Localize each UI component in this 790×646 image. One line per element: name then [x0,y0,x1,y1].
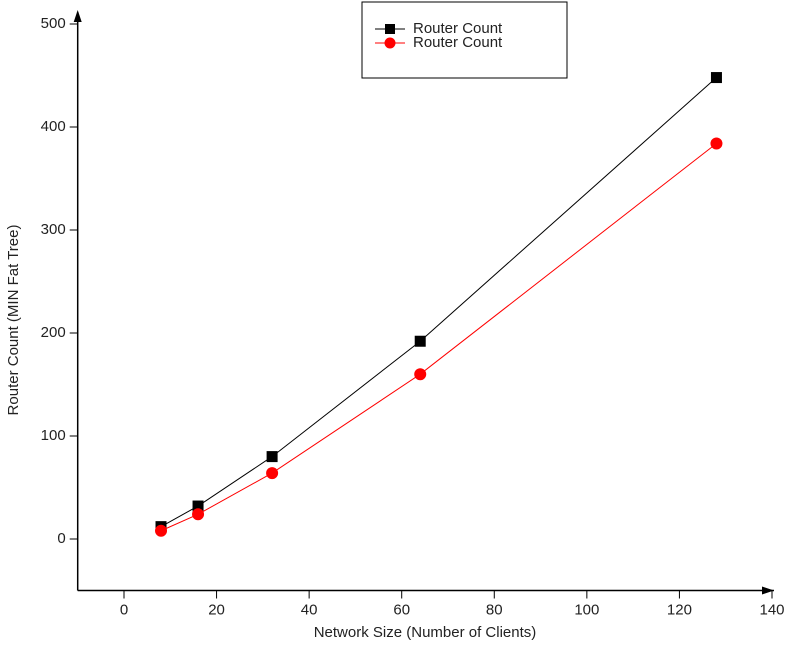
x-tick-label: 120 [667,601,692,618]
y-tick-label: 500 [41,15,66,32]
y-tick-label: 200 [41,324,66,341]
y-axis-label: Router Count (MIN Fat Tree) [5,225,22,416]
point [414,368,427,381]
y-tick-label: 400 [41,118,66,135]
point [710,137,723,150]
y-tick-label: 0 [57,530,65,547]
x-tick-label: 100 [574,601,599,618]
y-tick-label: 100 [41,427,66,444]
x-tick-label: 140 [759,601,784,618]
point [414,335,426,347]
y-axis-arrow [73,10,82,22]
legend-label: Router Count [413,20,503,37]
point [710,72,722,84]
legend-marker [385,24,395,34]
x-tick-label: 40 [301,601,318,618]
legend-label: Router Count [413,34,503,51]
legend-box [361,1,568,79]
point [192,500,204,512]
x-axis-label: Network Size (Number of Clients) [314,624,537,641]
series-line [160,143,717,532]
legend-marker [384,37,396,49]
x-tick-label: 0 [120,601,128,618]
point [192,508,205,521]
x-tick-label: 20 [208,601,225,618]
series-line [160,77,717,528]
point [266,467,279,480]
x-axis-arrow [762,586,774,595]
x-tick-label: 60 [393,601,410,618]
point [266,451,278,463]
y-tick-label: 300 [41,221,66,238]
x-tick-label: 80 [486,601,503,618]
point [155,524,168,537]
